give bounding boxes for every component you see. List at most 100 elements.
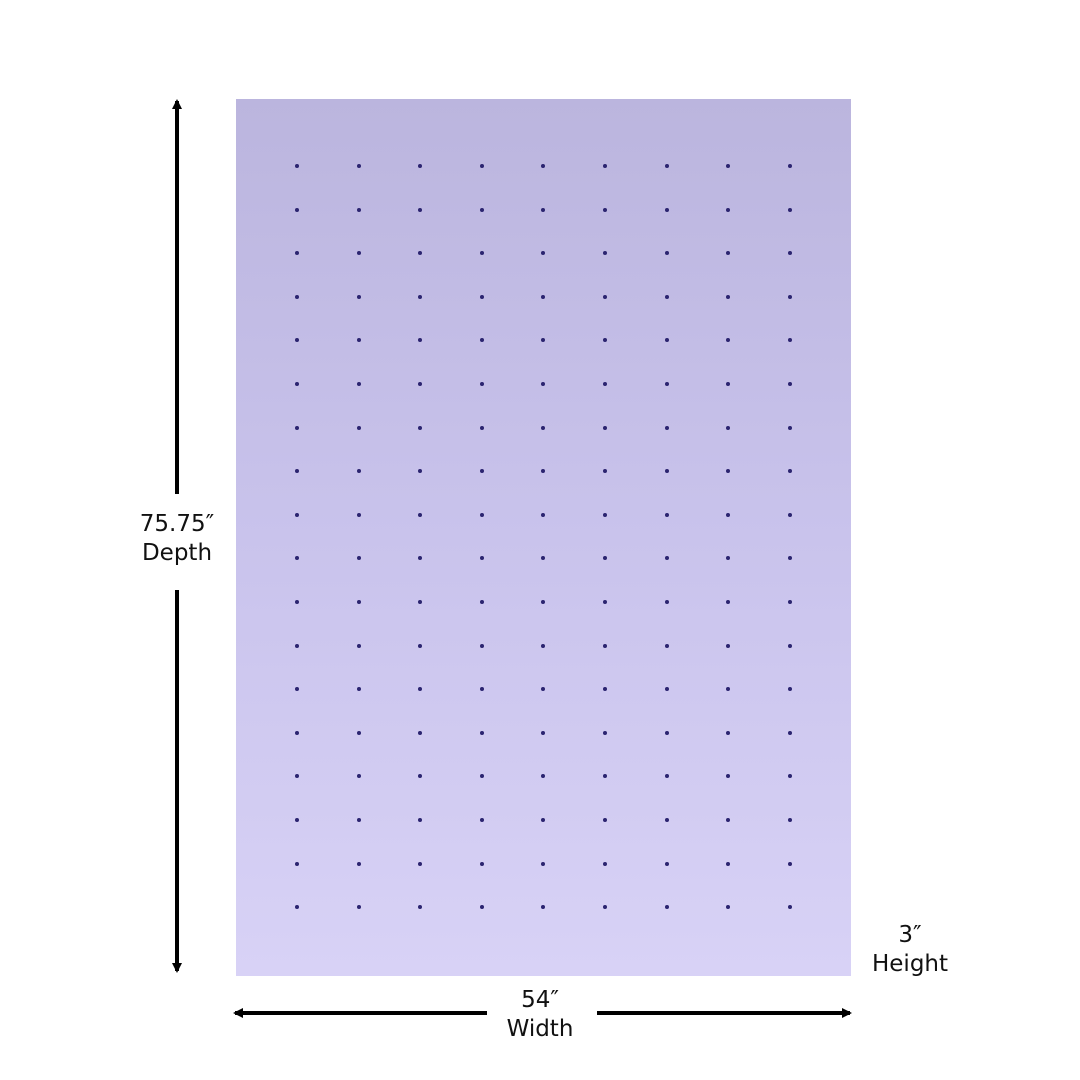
perforation-hole — [726, 774, 731, 779]
perforation-hole — [726, 207, 731, 212]
perforation-hole — [356, 861, 361, 866]
perforation-hole — [356, 207, 361, 212]
perforation-hole — [418, 425, 423, 430]
perforation-hole — [787, 774, 792, 779]
perforation-hole — [356, 512, 361, 517]
perforation-hole — [603, 600, 607, 604]
perforation-hole — [295, 294, 299, 299]
perforation-hole — [787, 512, 792, 517]
perforation-hole — [295, 861, 299, 866]
perforation-hole — [541, 425, 546, 430]
perforation-hole — [664, 207, 669, 212]
perforation-hole — [664, 251, 669, 256]
perforation-hole — [664, 818, 669, 822]
perforation-hole — [726, 643, 731, 648]
perforation-hole — [787, 251, 792, 256]
perforation-hole — [418, 861, 423, 866]
width-label: 54″ Width — [480, 986, 600, 1044]
perforation-hole — [787, 730, 792, 735]
perforation-hole — [664, 164, 669, 168]
perforation-hole — [295, 556, 299, 561]
perforation-hole — [726, 861, 731, 866]
perforation-hole — [541, 774, 546, 779]
perforation-hole — [787, 600, 792, 604]
perforation-hole — [479, 469, 484, 474]
perforation-hole — [726, 512, 731, 517]
perforation-hole — [787, 294, 792, 299]
perforation-hole — [479, 425, 484, 430]
perforation-hole — [418, 512, 423, 517]
perforation-hole — [295, 425, 299, 430]
perforation-hole — [295, 207, 299, 212]
perforation-hole — [418, 164, 423, 168]
perforation-hole — [603, 207, 607, 212]
perforation-hole — [356, 818, 361, 822]
perforation-hole — [418, 251, 423, 256]
perforation-hole — [726, 164, 731, 168]
perforation-hole — [418, 905, 423, 910]
perforation-hole — [726, 425, 731, 430]
perforation-hole — [479, 556, 484, 561]
perforation-hole — [664, 861, 669, 866]
height-label: 3″ Height — [850, 921, 970, 979]
perforation-hole — [541, 382, 546, 386]
perforation-hole — [295, 687, 299, 692]
perforation-hole — [787, 687, 792, 692]
perforation-hole — [541, 251, 546, 256]
perforation-hole — [356, 251, 361, 256]
perforation-hole — [418, 730, 423, 735]
perforation-hole — [726, 600, 731, 604]
perforation-hole — [541, 643, 546, 648]
perforation-hole — [356, 556, 361, 561]
perforation-hole — [418, 687, 423, 692]
perforation-hole — [356, 774, 361, 779]
perforation-hole — [541, 469, 546, 474]
perforation-hole — [664, 294, 669, 299]
perforation-hole — [726, 818, 731, 822]
height-value: 3″ — [898, 922, 922, 948]
perforation-hole — [418, 469, 423, 474]
perforation-hole — [726, 730, 731, 735]
perforation-hole — [664, 382, 669, 386]
perforation-hole — [541, 294, 546, 299]
perforation-hole — [726, 687, 731, 692]
perforation-hole — [726, 338, 731, 343]
perforation-hole — [418, 643, 423, 648]
perforation-hole — [787, 207, 792, 212]
perforation-hole — [295, 905, 299, 910]
perforation-hole — [603, 556, 607, 561]
perforation-hole — [787, 818, 792, 822]
width-value: 54″ — [521, 987, 559, 1013]
perforation-hole — [418, 207, 423, 212]
perforation-hole — [295, 774, 299, 779]
perforation-hole — [603, 294, 607, 299]
perforation-hole — [787, 643, 792, 648]
perforation-hole — [541, 730, 546, 735]
perforation-hole — [664, 730, 669, 735]
perforation-hole — [295, 164, 299, 168]
perforation-hole — [479, 207, 484, 212]
perforation-hole — [726, 556, 731, 561]
perforation-hole — [603, 774, 607, 779]
perforation-hole — [787, 556, 792, 561]
perforation-hole — [541, 338, 546, 343]
perforation-hole — [479, 861, 484, 866]
perforation-hole — [664, 774, 669, 779]
perforation-hole — [356, 164, 361, 168]
perforation-hole — [295, 600, 299, 604]
perforation-hole — [479, 164, 484, 168]
perforation-hole — [664, 512, 669, 517]
perforation-hole — [418, 600, 423, 604]
perforation-hole — [603, 425, 607, 430]
foam-topper-board — [236, 99, 851, 976]
perforation-hole — [356, 643, 361, 648]
perforation-hole — [603, 643, 607, 648]
depth-value: 75.75″ — [139, 511, 215, 537]
perforation-hole — [664, 643, 669, 648]
perforation-hole — [295, 512, 299, 517]
perforation-hole — [418, 556, 423, 561]
perforation-hole — [479, 730, 484, 735]
perforation-hole — [541, 861, 546, 866]
height-text: Height — [871, 951, 949, 977]
perforation-hole — [664, 556, 669, 561]
